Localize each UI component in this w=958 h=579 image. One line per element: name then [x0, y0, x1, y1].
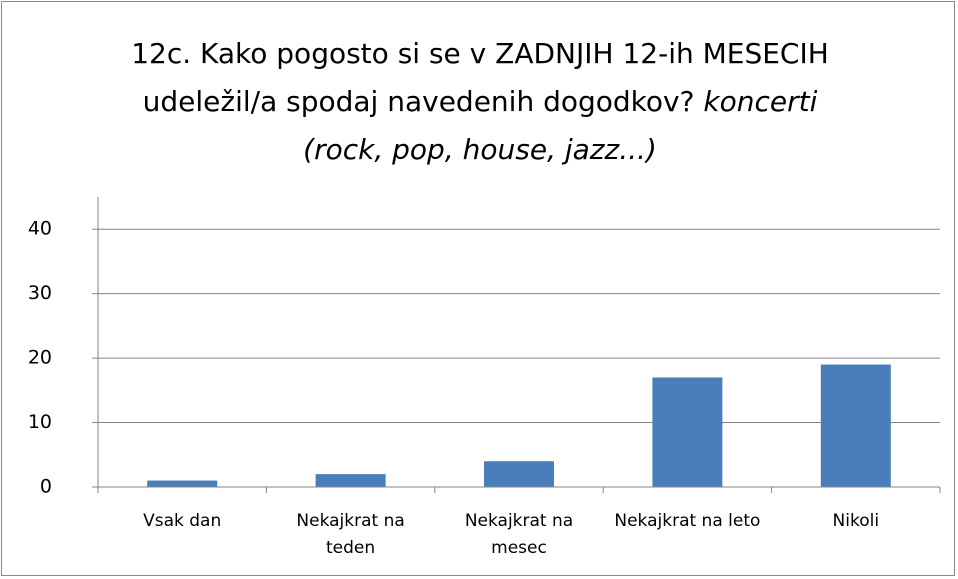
- bar: [484, 461, 554, 487]
- chart-title: 12c. Kako pogosto si se v ZADNJIH 12-ih …: [131, 37, 829, 118]
- y-tick-label: 40: [28, 218, 52, 240]
- bar: [820, 364, 891, 487]
- y-tick-label: 30: [28, 282, 52, 304]
- x-tick-label: Nekajkrat na leto: [614, 511, 761, 531]
- y-tick-label: 10: [28, 411, 52, 433]
- x-tick-label: Nekajkrat na mesec: [464, 511, 574, 558]
- y-tick-label: 0: [40, 476, 52, 498]
- x-tick-label: Nikoli: [832, 511, 880, 531]
- bar: [147, 480, 218, 487]
- x-tick-label: Nekajkrat na teden: [296, 511, 405, 558]
- bar: [652, 377, 723, 487]
- chart-title-block: 12c. Kako pogosto si se v ZADNJIH 12-ih …: [100, 30, 860, 174]
- x-tick-label: Vsak dan: [143, 511, 222, 531]
- y-tick-label: 20: [28, 347, 52, 369]
- bar: [315, 474, 386, 487]
- chart-subtitle: koncerti (rock, pop, house, jazz...): [303, 85, 818, 166]
